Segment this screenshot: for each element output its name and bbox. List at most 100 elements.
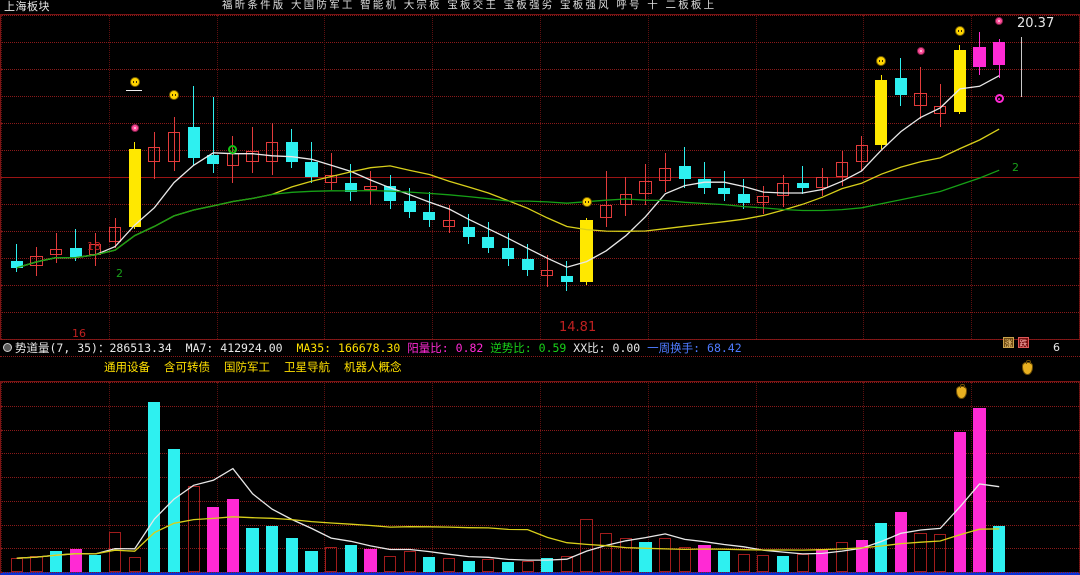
volume-bar[interactable]: [757, 554, 770, 572]
volume-bar[interactable]: [541, 558, 554, 572]
volume-bar[interactable]: [718, 551, 731, 572]
volume-bar[interactable]: [384, 555, 397, 572]
volume-bar[interactable]: [226, 498, 240, 572]
candle-body: [600, 205, 613, 219]
ma7-label: MA7:: [185, 341, 214, 355]
top-header-bar: 上海板块 福昕条件版 大国防军工 智能机 大宗板 宝板交王 宝板强劣 宝板强风 …: [0, 0, 1080, 14]
yangliang-value: 0.82: [455, 341, 484, 355]
volume-bar[interactable]: [993, 526, 1006, 572]
up-badge-icon[interactable]: 涨: [1003, 337, 1014, 348]
candle-body: [639, 181, 652, 195]
volume-bar[interactable]: [462, 560, 475, 572]
candle-wick: [703, 161, 705, 195]
candle-wick: [350, 164, 352, 201]
volume-bar[interactable]: [482, 559, 495, 572]
tag-2[interactable]: 国防军工: [224, 360, 270, 374]
pink-dot-marker[interactable]: [130, 124, 139, 133]
volume-bar[interactable]: [934, 534, 947, 572]
indicator-caption-row[interactable]: 势道量(7, 35)：286513.34 MA7: 412924.00 MA35…: [0, 341, 1080, 356]
volume-bar[interactable]: [167, 449, 181, 572]
volume-bar[interactable]: [875, 522, 888, 572]
candle-body: [501, 248, 515, 260]
price-chart-pane[interactable]: 20.37 18 16 14.81 6 2 2: [0, 14, 1080, 353]
smiley-buy-marker[interactable]: [876, 56, 887, 67]
volume-bar[interactable]: [639, 542, 652, 572]
volume-bar[interactable]: [501, 561, 515, 572]
smiley-buy-marker[interactable]: [169, 89, 179, 100]
volume-bar[interactable]: [89, 554, 102, 572]
volume-bar[interactable]: [266, 526, 279, 572]
volume-bar[interactable]: [894, 512, 908, 572]
candle-body: [737, 194, 750, 203]
volume-bar[interactable]: [796, 553, 809, 572]
concept-tag-strip[interactable]: 福昕条件版 大国防军工 智能机 大宗板 宝板交王 宝板强劣 宝板强风 呼号 十 …: [222, 0, 717, 11]
candle-body: [678, 166, 691, 180]
volume-chart-pane[interactable]: [0, 381, 1080, 575]
volume-bar[interactable]: [442, 558, 456, 572]
candle-body: [226, 153, 240, 167]
volume-bar[interactable]: [423, 557, 436, 572]
volume-bar[interactable]: [914, 533, 927, 572]
volume-bar[interactable]: [776, 555, 790, 572]
volume-bar[interactable]: [560, 555, 574, 572]
tag-1[interactable]: 含可转债: [164, 360, 210, 374]
volume-bar[interactable]: [521, 560, 534, 572]
volume-bar[interactable]: [737, 553, 750, 572]
pink-dot-marker[interactable]: [916, 46, 925, 55]
tag-0[interactable]: 通用设备: [104, 360, 150, 374]
volume-bar[interactable]: [305, 551, 318, 572]
volume-bar[interactable]: [128, 557, 141, 572]
volume-bar[interactable]: [10, 558, 23, 572]
volume-bar[interactable]: [364, 549, 377, 572]
magenta-ring-marker[interactable]: [994, 94, 1004, 104]
smiley-buy-marker[interactable]: [581, 197, 592, 208]
smiley-buy-marker[interactable]: [954, 26, 965, 37]
concept-tags-row[interactable]: 通用设备 含可转债 国防军工 卫星导航 机器人概念: [0, 360, 1080, 375]
yangliang-label: 阳量比:: [407, 341, 449, 355]
candle-wick: [428, 192, 430, 227]
tag-3[interactable]: 卫星导航: [284, 360, 330, 374]
volume-bar[interactable]: [344, 544, 357, 572]
candle-body: [246, 151, 259, 162]
volume-bar[interactable]: [108, 531, 122, 572]
indicator-bullet-icon[interactable]: [3, 343, 12, 352]
sector-label[interactable]: 上海板块: [4, 0, 50, 13]
volume-bar[interactable]: [325, 546, 338, 572]
candle-body: [403, 200, 416, 212]
volume-bar[interactable]: [600, 533, 613, 572]
volume-bar[interactable]: [246, 528, 259, 572]
volume-bar[interactable]: [659, 537, 672, 572]
candle-body: [50, 249, 63, 255]
indicator-value: 286513.34: [109, 341, 172, 355]
volume-bar[interactable]: [678, 546, 691, 572]
volume-bar[interactable]: [187, 486, 200, 572]
nishi-label: 逆势比:: [490, 341, 532, 355]
price-vgridline: [432, 15, 434, 339]
green-ring-marker[interactable]: [228, 145, 238, 155]
volume-bar[interactable]: [855, 539, 868, 572]
volume-bar[interactable]: [698, 544, 711, 572]
volume-vgridline: [971, 382, 973, 572]
volume-bar[interactable]: [619, 537, 632, 572]
tag-4[interactable]: 机器人概念: [344, 360, 402, 374]
pink-dot-marker[interactable]: [995, 16, 1004, 25]
volume-bar[interactable]: [69, 549, 82, 572]
volume-bar[interactable]: [973, 408, 986, 572]
volume-bar[interactable]: [285, 537, 298, 572]
volume-bar[interactable]: [30, 555, 43, 572]
smiley-buy-marker[interactable]: [129, 77, 140, 88]
volume-bar[interactable]: [50, 551, 63, 572]
volume-bar[interactable]: [816, 549, 829, 572]
down-badge-icon[interactable]: 跌: [1018, 337, 1029, 348]
volume-bar[interactable]: [580, 519, 593, 572]
candle-wick: [16, 243, 18, 273]
candle-body: [776, 183, 790, 197]
volume-bar[interactable]: [835, 542, 849, 572]
candle-body: [619, 194, 632, 206]
volume-bar[interactable]: [953, 432, 966, 572]
volume-bar[interactable]: [148, 402, 161, 572]
volume-bar[interactable]: [207, 506, 220, 572]
volume-ma-line: [16, 516, 1000, 559]
candle-body: [875, 79, 888, 145]
volume-bar[interactable]: [403, 551, 416, 572]
